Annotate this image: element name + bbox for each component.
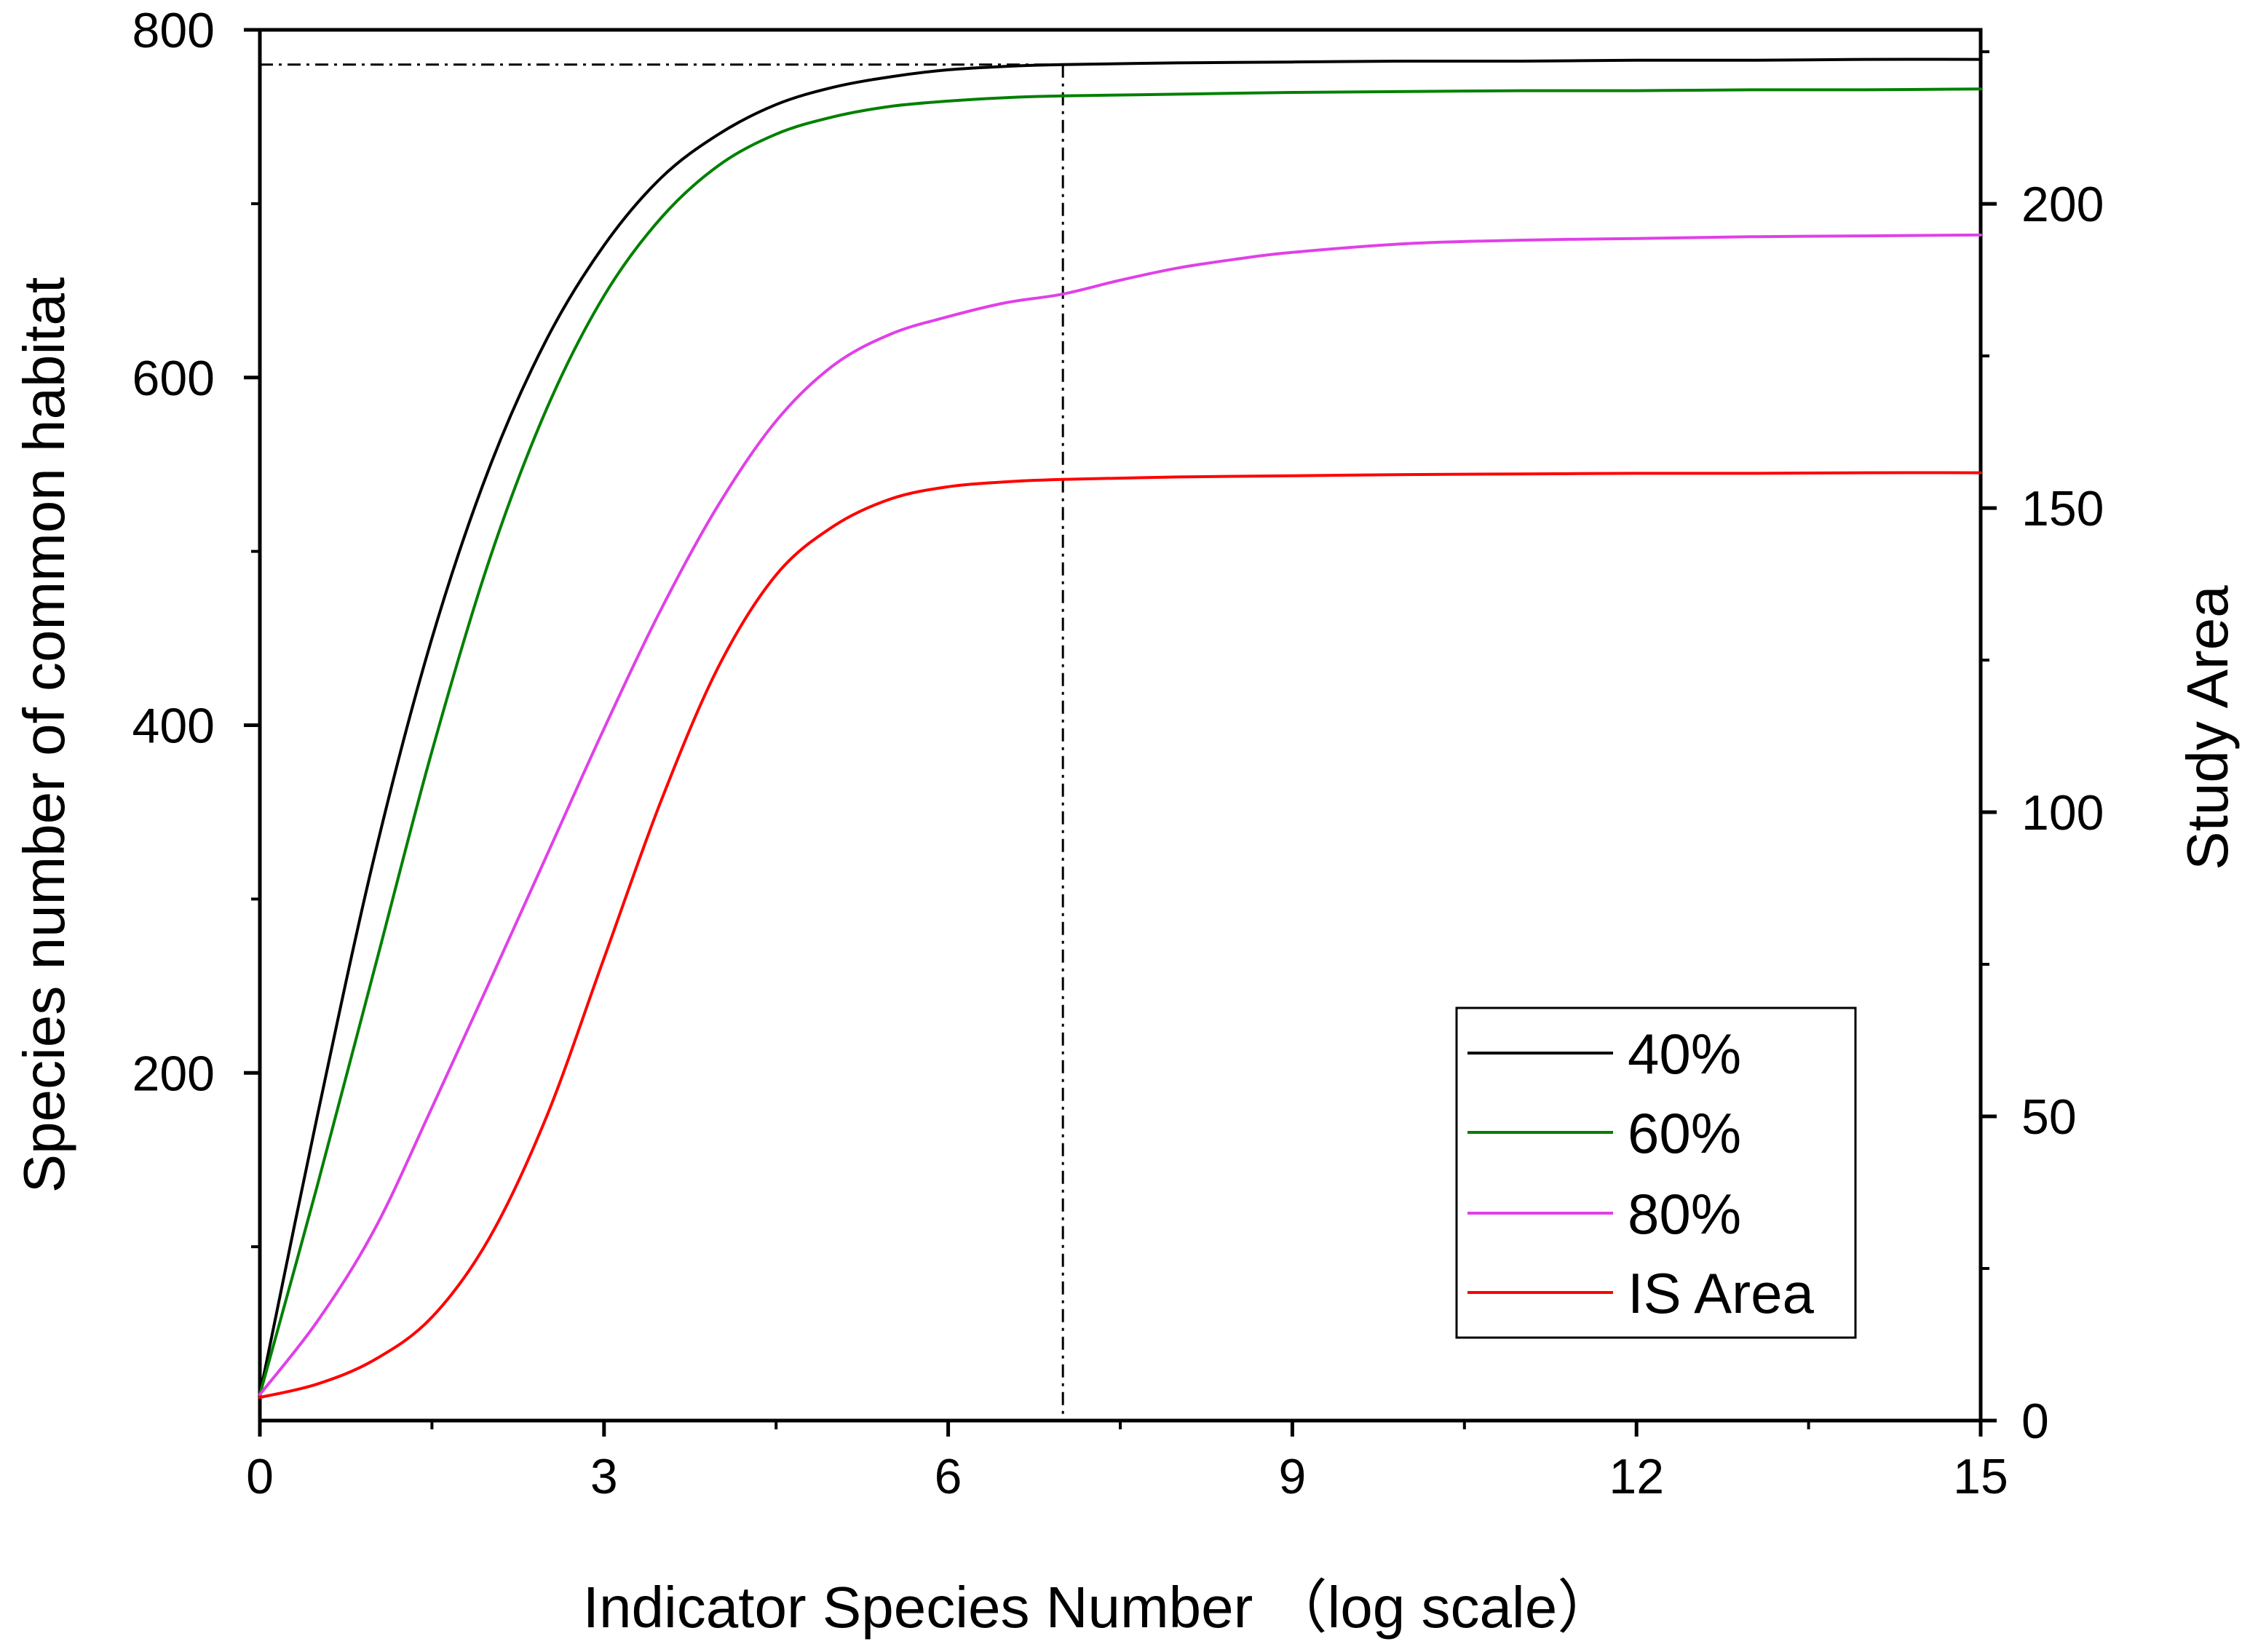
x-tick-label: 0 bbox=[246, 1449, 274, 1504]
y2-tick-label: 150 bbox=[2021, 481, 2104, 536]
legend-label-60: 60% bbox=[1628, 1101, 1741, 1165]
x-tick-label: 6 bbox=[935, 1449, 962, 1504]
legend: 40% 60% 80% IS Area bbox=[1455, 1006, 1857, 1339]
y-axis-title: Species number of common habitat bbox=[12, 277, 76, 1193]
x-tick-label: 12 bbox=[1609, 1449, 1664, 1504]
y2-tick-label: 0 bbox=[2021, 1394, 2049, 1449]
y-tick-label: 200 bbox=[132, 1046, 215, 1101]
x-axis-title: Indicator Species Number （log scale） bbox=[583, 1575, 1615, 1640]
y-tick-label: 400 bbox=[132, 699, 215, 754]
y2-tick-label: 50 bbox=[2021, 1089, 2077, 1145]
series-line-60 bbox=[258, 87, 1982, 1397]
legend-label-40: 40% bbox=[1628, 1022, 1741, 1086]
series-line-is-area bbox=[258, 471, 1982, 1399]
y2-tick-label: 200 bbox=[2021, 177, 2104, 232]
legend-box bbox=[1455, 1006, 1857, 1339]
legend-label-is-area: IS Area bbox=[1628, 1261, 1814, 1325]
x-tick-label: 9 bbox=[1278, 1449, 1306, 1504]
series-layer bbox=[258, 57, 1982, 1399]
ticks-layer: 0 3 6 9 12 15 200 400 600 800 0 50 100 150 200 bbox=[132, 3, 2104, 1504]
y-tick-label: 600 bbox=[132, 351, 215, 406]
series-line-80 bbox=[258, 233, 1982, 1397]
x-tick-label: 3 bbox=[590, 1449, 618, 1504]
reference-lines bbox=[260, 63, 1064, 1421]
x-tick-label: 15 bbox=[1953, 1449, 2008, 1504]
y2-tick-label: 100 bbox=[2021, 785, 2104, 841]
y2-axis-title: Study Area bbox=[2175, 585, 2240, 870]
y-tick-label: 800 bbox=[132, 3, 215, 58]
legend-label-80: 80% bbox=[1628, 1182, 1741, 1246]
series-line-40 bbox=[258, 57, 1982, 1397]
